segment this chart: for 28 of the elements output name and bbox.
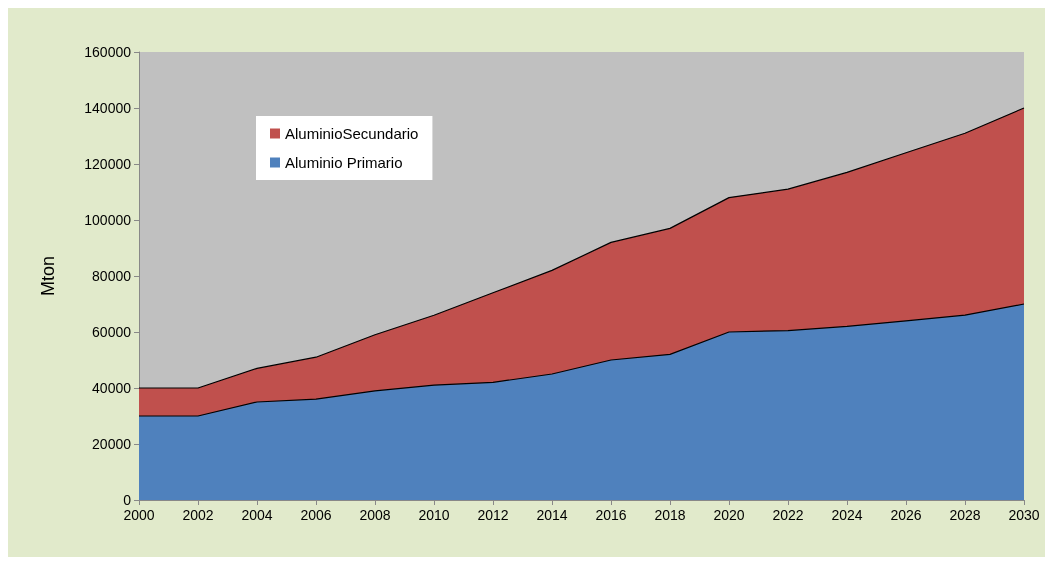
x-tick-label: 2028 xyxy=(949,507,981,523)
x-tick-label: 2010 xyxy=(418,507,450,523)
y-tick-label: 0 xyxy=(123,492,132,508)
x-tick-label: 2018 xyxy=(654,507,686,523)
x-tick-label: 2000 xyxy=(123,507,155,523)
y-axis-title: Mton xyxy=(38,255,58,297)
y-tick-label: 160000 xyxy=(84,44,132,60)
x-tick-label: 2004 xyxy=(241,507,273,523)
x-tick-label: 2026 xyxy=(890,507,922,523)
x-tick-label: 2030 xyxy=(1008,507,1040,523)
y-tick-label: 20000 xyxy=(92,436,132,452)
legend-label: AluminioSecundario xyxy=(285,125,419,142)
x-tick-label: 2024 xyxy=(831,507,863,523)
x-tick-label: 2002 xyxy=(182,507,214,523)
x-tick-label: 2008 xyxy=(359,507,391,523)
y-tick-label: 120000 xyxy=(84,156,132,172)
x-tick-label: 2012 xyxy=(477,507,509,523)
y-tick-label: 60000 xyxy=(92,324,132,340)
x-tick-label: 2020 xyxy=(713,507,745,523)
x-tick-label: 2006 xyxy=(300,507,332,523)
x-tick-label: 2016 xyxy=(595,507,627,523)
y-tick-label: 80000 xyxy=(92,268,132,284)
y-tick-label: 140000 xyxy=(84,100,132,116)
x-tick-label: 2014 xyxy=(536,507,568,523)
x-tick-label: 2022 xyxy=(772,507,804,523)
y-tick-label: 100000 xyxy=(84,212,132,228)
legend-label: Aluminio Primario xyxy=(285,154,403,171)
y-tick-label: 40000 xyxy=(92,380,132,396)
